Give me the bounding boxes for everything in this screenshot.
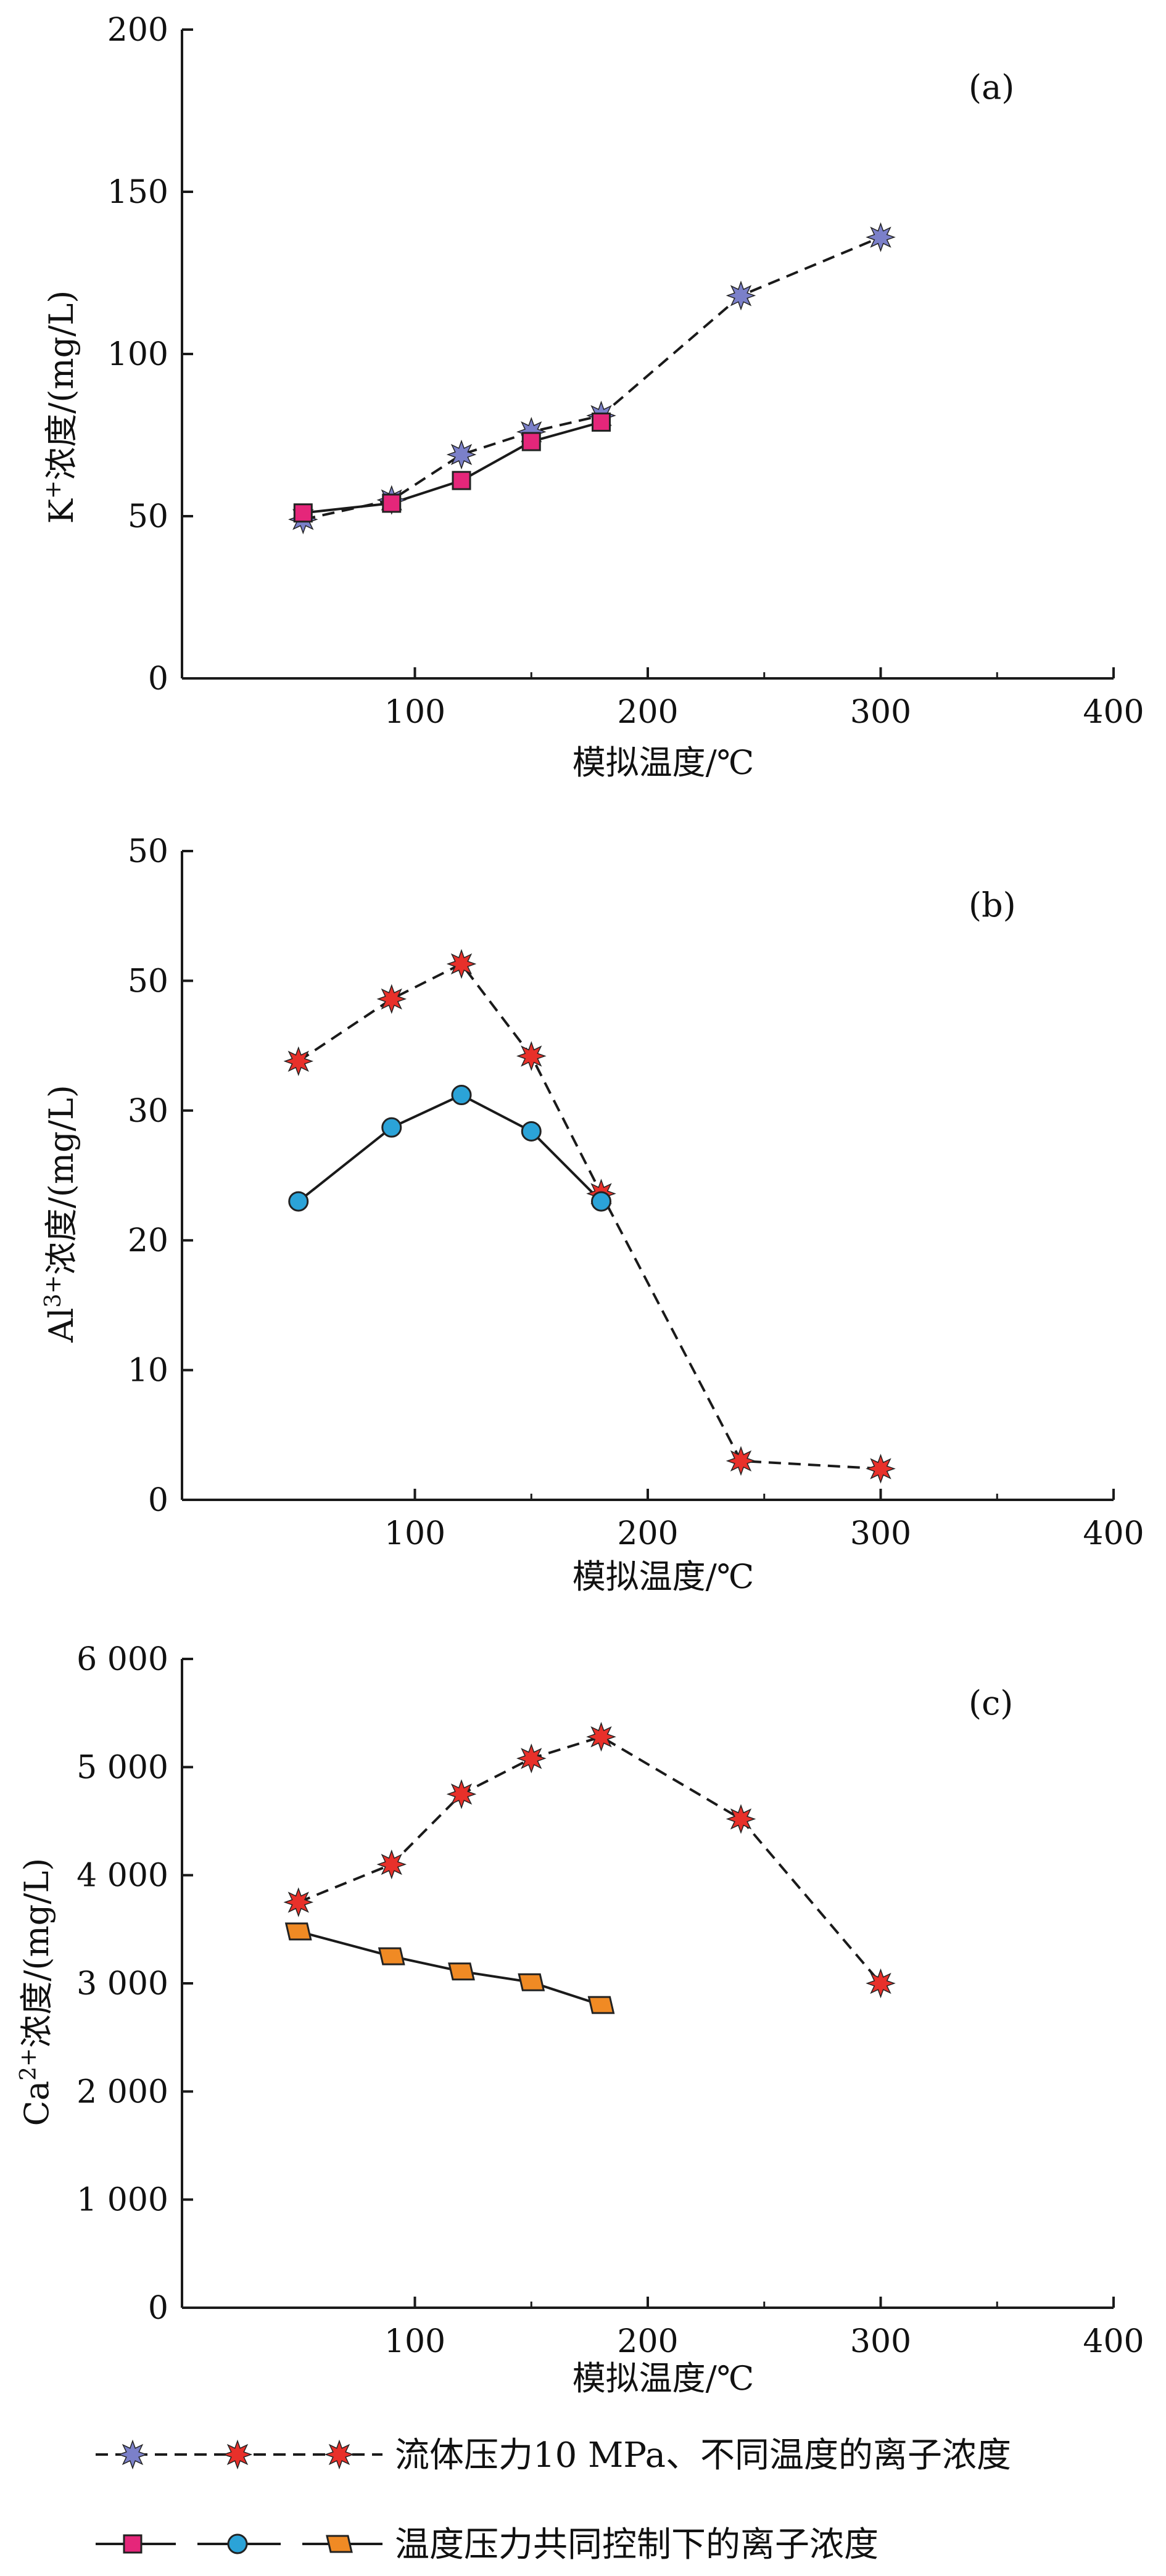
y-tick-label: 50 (128, 833, 168, 870)
data-point-combined (592, 412, 611, 432)
x-tick-label: 400 (1083, 694, 1144, 731)
legend-row-combined (96, 2533, 382, 2554)
y-tick-label: 1 000 (76, 2182, 168, 2219)
data-point-fluid (726, 1804, 756, 1834)
panel-label-c: (c) (969, 1684, 1013, 1722)
y-tick-label: 5 000 (76, 1749, 168, 1786)
y-axis-title-b-unit: 浓度/(mg/L) (42, 1085, 81, 1275)
x-axis-title-a: 模拟温度/℃ (573, 743, 755, 782)
legend-marker-square (123, 2534, 143, 2554)
data-point-fluid (516, 1041, 547, 1071)
data-point-combined (382, 493, 402, 513)
x-tick-label: 300 (850, 694, 911, 731)
y-axis-title-b-ion: Al (42, 1307, 81, 1343)
x-tick-label: 200 (617, 2323, 678, 2360)
x-axis-title-b: 模拟温度/℃ (573, 1557, 755, 1596)
x-tick-label: 100 (384, 2323, 445, 2360)
chart-panel-b: 0 10 20 30 50 50 100 200 300 400 (128, 833, 1144, 1552)
y-axis-title-b: Al3+浓度/(mg/L) (41, 1085, 81, 1343)
legend-row-fluid (96, 2439, 382, 2470)
series-line-fluid (302, 236, 882, 521)
data-point-combined (288, 1191, 309, 1212)
y-tick-label: 3 000 (76, 1965, 168, 2002)
data-point-combined (518, 1973, 545, 1991)
y-tick-label: 0 (148, 1482, 168, 1519)
data-point-combined (587, 1996, 615, 2014)
y-axis-title-a: K+浓度/(mg/L) (41, 290, 81, 524)
data-point-fluid (866, 1454, 896, 1484)
data-point-fluid (866, 222, 896, 252)
data-point-fluid (726, 281, 756, 311)
x-tick-label: 300 (850, 2323, 911, 2360)
data-point-fluid (726, 1446, 756, 1476)
data-point-combined (521, 1121, 542, 1142)
data-point-combined (451, 1085, 472, 1106)
panel-label-b: (b) (969, 886, 1016, 924)
data-point-combined (452, 471, 471, 490)
y-axis-title-b-charge: 3+ (41, 1275, 66, 1307)
y-tick-label: 20 (128, 1222, 168, 1259)
series-line-combined (303, 421, 602, 514)
x-tick-label: 300 (850, 1515, 911, 1552)
data-point-combined (521, 432, 541, 451)
legend-label-combined: 温度压力共同控制下的离子浓度 (395, 2525, 879, 2565)
data-point-combined (591, 1191, 611, 1212)
y-tick-label: 0 (148, 660, 168, 697)
y-tick-label: 200 (107, 12, 168, 49)
data-point-fluid (376, 984, 407, 1014)
y-axis-title-c-charge: 2+ (16, 2048, 41, 2081)
data-point-fluid (283, 1046, 314, 1077)
x-tick-label: 200 (617, 1515, 678, 1552)
data-point-fluid (446, 1779, 477, 1809)
data-point-combined (448, 1962, 475, 1981)
panel-label-a: (a) (969, 68, 1014, 107)
data-point-combined (381, 1117, 402, 1138)
data-point-fluid (376, 1849, 407, 1880)
data-point-fluid (516, 1743, 547, 1774)
legend-marker-parallelogram (326, 2535, 353, 2553)
y-tick-label: 4 000 (76, 1858, 168, 1895)
y-axis-title-c-unit: 浓度/(mg/L) (17, 1858, 56, 2048)
data-point-fluid (446, 439, 477, 470)
y-tick-label: 2 000 (76, 2073, 168, 2110)
y-tick-label: 100 (107, 336, 168, 373)
series-line-fluid (297, 962, 881, 1470)
legend-marker-star-red (222, 2439, 253, 2470)
chart-panel-a: 0 50 100 150 200 100 200 300 400 (107, 12, 1144, 731)
data-point-fluid (866, 1968, 896, 1999)
legend-marker-circle (227, 2533, 248, 2554)
y-tick-label: 50 (128, 498, 168, 535)
legend-marker-star-blue (117, 2439, 148, 2470)
y-axis-title-c-ion: Ca (17, 2081, 56, 2126)
y-axis-title-a-unit: 浓度/(mg/L) (42, 290, 81, 480)
y-tick-label: 150 (107, 174, 168, 211)
x-axis-title-c: 模拟温度/℃ (573, 2359, 755, 2398)
y-tick-label: 50 (128, 963, 168, 1000)
y-tick-label: 6 000 (76, 1641, 168, 1678)
data-point-fluid (283, 1887, 314, 1917)
data-point-fluid (586, 1721, 616, 1752)
chart-panel-c: 0 1 000 2 000 3 000 4 000 5 000 6 000 100 200 300… (76, 1641, 1144, 2360)
data-point-combined (293, 503, 313, 523)
data-point-combined (378, 1947, 405, 1965)
y-tick-label: 30 (128, 1093, 168, 1130)
legend: 流体压力10 MPa、不同温度的离子浓度 温度压力共同控制下的离子浓度 (96, 2435, 1011, 2565)
y-axis-title-a-charge: + (41, 480, 66, 499)
y-axis-title-c: Ca2+浓度/(mg/L) (16, 1858, 56, 2126)
series-line-combined (297, 1093, 602, 1203)
x-tick-label: 400 (1083, 1515, 1144, 1552)
data-point-combined (284, 1922, 312, 1941)
y-axis-title-a-ion: K (42, 498, 81, 524)
x-tick-label: 200 (617, 694, 678, 731)
legend-label-fluid: 流体压力10 MPa、不同温度的离子浓度 (395, 2435, 1011, 2475)
data-point-fluid (446, 949, 477, 979)
x-tick-label: 100 (384, 694, 445, 731)
y-tick-label: 10 (128, 1352, 168, 1389)
legend-marker-star-red (324, 2439, 355, 2470)
x-tick-label: 100 (384, 1515, 445, 1552)
x-tick-label: 400 (1083, 2323, 1144, 2360)
y-tick-label: 0 (148, 2290, 168, 2327)
